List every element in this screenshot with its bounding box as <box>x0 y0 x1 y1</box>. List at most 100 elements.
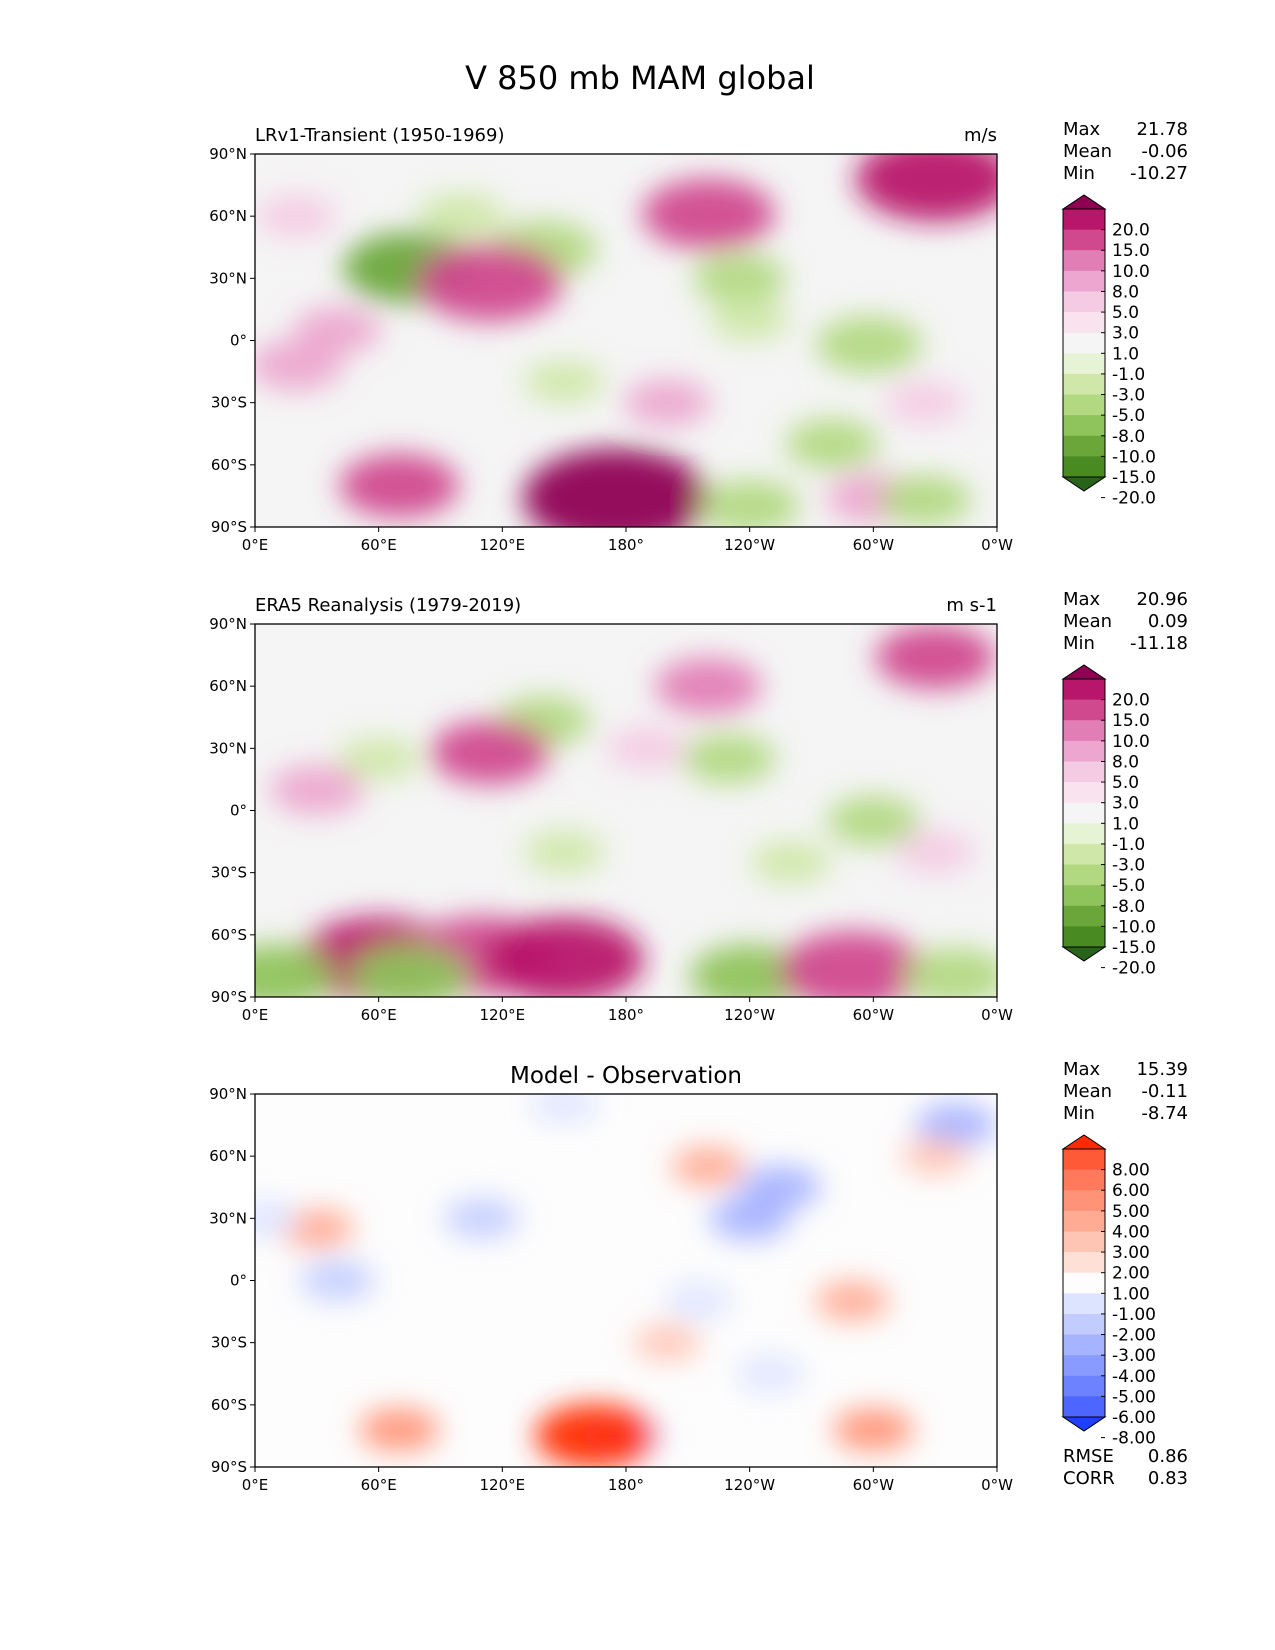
map-background <box>255 1094 997 1467</box>
colorbar: 8.006.005.004.003.002.001.00-1.00-2.00-3… <box>1061 1134 1156 1449</box>
colorbar-extend-min <box>1061 476 1107 492</box>
panel-model: 90°N 60°N 30°N 0° 30°S 60°S 90°S0°E 60°E 120°E 18… <box>209 119 1188 554</box>
field-patch <box>255 944 336 997</box>
colorbar-cell <box>1063 1375 1105 1397</box>
colorbar-tick-label: -6.00 <box>1112 1408 1156 1428</box>
stat-value: 0.09 <box>1148 611 1188 632</box>
field-patch <box>339 453 460 518</box>
colorbar-tick-label: 1.00 <box>1112 1284 1150 1304</box>
lon-tick-label: 180° <box>608 536 644 554</box>
colorbar-cell <box>1063 270 1105 292</box>
field-patch <box>429 720 550 785</box>
field-patch <box>682 733 776 784</box>
stat-label: Max <box>1063 1059 1101 1080</box>
colorbar-tick-label: -10.0 <box>1112 917 1156 937</box>
colorbar-tick-label: 8.00 <box>1112 1161 1150 1181</box>
colorbar-cell <box>1063 250 1105 272</box>
field-patch <box>692 253 787 304</box>
colorbar-cell <box>1063 312 1105 334</box>
lat-tick-label: 30°S <box>211 394 247 412</box>
field-patch <box>359 1408 440 1452</box>
colorbar-cell <box>1063 1169 1105 1191</box>
lat-tick-label: 0° <box>230 802 247 820</box>
lon-tick-label: 60°E <box>361 536 397 554</box>
colorbar-cell <box>1063 679 1105 701</box>
lat-tick-label: 90°S <box>211 518 247 536</box>
colorbar-tick-label: -2.00 <box>1112 1326 1156 1346</box>
field-patch <box>779 931 926 997</box>
lon-tick-label: 120°W <box>724 1476 775 1494</box>
lat-tick-label: 60°N <box>209 1147 247 1165</box>
panel-title: LRv1-Transient (1950-1969) <box>255 125 504 146</box>
colorbar-tick-label: 10.0 <box>1112 732 1150 752</box>
colorbar-cell <box>1063 353 1105 375</box>
field-patch <box>878 475 972 526</box>
colorbar-cell <box>1063 394 1105 416</box>
panel-title: Model - Observation <box>510 1063 742 1089</box>
colorbar-cell <box>1063 1149 1105 1171</box>
panel-title: ERA5 Reanalysis (1979-2019) <box>255 595 521 616</box>
field-patch <box>270 764 364 815</box>
colorbar-cell <box>1063 373 1105 396</box>
colorbar-cell <box>1063 885 1105 907</box>
colorbar-tick-label: -20.0 <box>1112 489 1156 509</box>
field-patch <box>641 178 776 250</box>
field-patch <box>535 1403 656 1467</box>
lon-tick-label: 60°E <box>361 1476 397 1494</box>
colorbar-cell <box>1063 843 1105 866</box>
field-patch <box>884 381 966 425</box>
lon-tick-label: 120°E <box>480 536 526 554</box>
units-label: m/s <box>964 125 997 146</box>
field-patch <box>255 1200 299 1237</box>
colorbar-cell <box>1063 802 1105 824</box>
colorbar-cell <box>1063 1210 1105 1232</box>
field-patch <box>709 298 790 342</box>
colorbar-cell <box>1063 209 1105 231</box>
colorbar-tick-label: 8.0 <box>1112 282 1139 302</box>
stat-label: Max <box>1063 589 1101 610</box>
stat-value: -10.27 <box>1130 163 1188 184</box>
field-patch <box>833 1408 914 1452</box>
colorbar-cell <box>1063 864 1105 886</box>
field-patch <box>417 192 505 240</box>
panel-observation: 90°N 60°N 30°N 0° 30°S 60°S 90°S0°E 60°E 120°E 18… <box>209 589 1188 1024</box>
field-patch <box>815 1281 890 1321</box>
lon-tick-label: 0°E <box>242 1006 269 1024</box>
field-patch <box>855 154 997 222</box>
colorbar-cell <box>1063 456 1105 478</box>
field-patch <box>901 1138 969 1175</box>
colorbar-frame <box>1062 678 1106 948</box>
colorbar-cell <box>1063 1190 1105 1212</box>
lon-tick-label: 60°E <box>361 1006 397 1024</box>
field-patch <box>293 306 381 354</box>
lon-tick-label: 120°W <box>724 1006 775 1024</box>
colorbar-tick-label: -5.00 <box>1112 1387 1156 1407</box>
colorbar-cell <box>1063 435 1105 457</box>
colorbar-tick-label: 3.00 <box>1112 1243 1150 1263</box>
field-patch <box>338 737 419 781</box>
field-patch <box>655 657 762 715</box>
colorbar-tick-label: 3.0 <box>1112 324 1139 344</box>
colorbar: 20.015.010.08.05.03.01.0-1.0-3.0-5.0-8.0… <box>1061 664 1156 979</box>
colorbar-tick-label: 15.0 <box>1112 241 1150 261</box>
field-patch <box>664 1283 732 1320</box>
stat-value: 15.39 <box>1136 1059 1188 1080</box>
stat-label: Min <box>1063 1103 1095 1124</box>
lat-tick-label: 0° <box>230 1272 247 1290</box>
field-patch <box>522 448 709 527</box>
stat-label: Mean <box>1063 611 1112 632</box>
colorbar-tick-label: 10.0 <box>1112 262 1150 282</box>
colorbar-cell <box>1063 782 1105 804</box>
colorbar-cell <box>1063 1355 1105 1377</box>
colorbar: 20.015.010.08.05.03.01.0-1.0-3.0-5.0-8.0… <box>1061 194 1156 509</box>
colorbar-tick-label: 1.0 <box>1112 344 1139 364</box>
field-patch <box>785 419 879 470</box>
field-patch <box>902 947 997 997</box>
colorbar-tick-label: 3.0 <box>1112 794 1139 814</box>
lon-tick-label: 60°W <box>853 536 895 554</box>
colorbar-tick-label: -4.00 <box>1112 1367 1156 1387</box>
lat-tick-label: 30°N <box>209 269 247 287</box>
lat-tick-label: 60°S <box>211 1396 247 1414</box>
lat-tick-label: 60°S <box>211 926 247 944</box>
